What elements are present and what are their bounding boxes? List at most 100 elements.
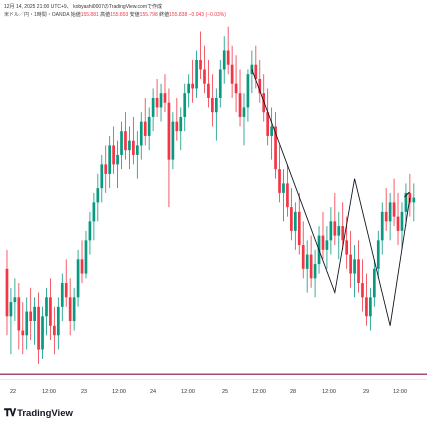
candle [100, 154, 104, 203]
candle [183, 83, 187, 132]
candle-body [92, 202, 96, 222]
candle-body [25, 311, 29, 336]
candle-body [203, 69, 206, 84]
ohlc-open-value: 155.881 [80, 12, 99, 18]
candle [266, 88, 270, 146]
candle [218, 59, 222, 108]
candle-body [128, 140, 131, 151]
candle [108, 135, 112, 189]
tradingview-logo-mark-icon: 𝐓𝐕 [4, 407, 16, 419]
candle [388, 192, 392, 241]
candle-body [218, 69, 222, 98]
candle [120, 121, 123, 170]
candle-body [64, 283, 68, 298]
candle-body [404, 192, 408, 212]
candle-body [33, 306, 36, 322]
candle [214, 88, 218, 141]
ohlc-high-label: 高値 [100, 12, 111, 18]
candle-body [163, 93, 167, 103]
candle-body [353, 259, 356, 274]
candle [274, 112, 277, 179]
candle-body [372, 268, 376, 298]
candle-body [159, 93, 163, 108]
candle-body [68, 297, 72, 322]
candle-body [45, 297, 48, 317]
candle [396, 192, 400, 246]
candle-body [286, 183, 289, 208]
candle [45, 287, 48, 336]
candle [112, 126, 115, 174]
candle [175, 97, 179, 141]
candle-body [254, 64, 258, 79]
candle-body [282, 183, 285, 193]
candle-body [214, 97, 218, 113]
candle [349, 230, 352, 288]
candle [155, 78, 159, 117]
price-change: −0.043 (−0.03%) [188, 12, 226, 18]
candle [159, 83, 163, 122]
candle-body [270, 126, 273, 136]
zigzag-line [251, 69, 411, 326]
candle [361, 259, 364, 312]
candle-body [384, 211, 388, 222]
candle [333, 192, 337, 246]
candle-body [305, 254, 309, 269]
candle-body [230, 64, 234, 84]
candle [88, 211, 92, 255]
x-tick-label: 12:00 [393, 389, 407, 395]
candle [80, 240, 84, 284]
candle [53, 306, 56, 355]
candle-body [207, 83, 210, 98]
candle-body [238, 93, 242, 117]
candle [357, 240, 360, 293]
candle [400, 202, 404, 250]
candle [5, 249, 9, 336]
candle [301, 221, 305, 279]
candle-body [21, 330, 25, 336]
candle-body [278, 169, 281, 193]
candle-body [361, 283, 364, 298]
candle-body [234, 83, 238, 94]
candle [104, 145, 108, 193]
x-tick-label: 12:00 [252, 389, 266, 395]
candle [167, 88, 171, 208]
candle-body [187, 83, 191, 94]
candle [321, 211, 325, 260]
candle-body [72, 297, 76, 322]
candle [163, 74, 167, 113]
candle-body [100, 164, 104, 189]
candle [124, 112, 127, 160]
candle [37, 292, 40, 364]
candle-body [380, 211, 384, 241]
candle [392, 178, 396, 227]
candle-body [191, 83, 194, 89]
candle [293, 202, 297, 250]
candle-body [76, 259, 80, 298]
candle [341, 202, 345, 250]
candle-body [290, 207, 293, 231]
candle-body [313, 264, 317, 279]
candle-body [104, 164, 108, 174]
candle [376, 230, 380, 279]
candle-body [37, 306, 40, 350]
candle [365, 273, 368, 326]
candle [17, 283, 21, 350]
candle [29, 287, 33, 341]
candle [372, 259, 376, 307]
x-tick-label: 22 [10, 389, 16, 395]
candle-body [396, 216, 400, 231]
candle [191, 59, 194, 103]
candle-body [242, 107, 246, 117]
candle [234, 55, 238, 113]
candle [380, 202, 384, 255]
candle-body [143, 121, 147, 136]
x-tick-label: 12:00 [42, 389, 56, 395]
candle [242, 93, 246, 146]
candle [408, 173, 412, 217]
candle-body [337, 226, 341, 236]
candle-body [274, 126, 277, 170]
candle-body [41, 316, 44, 350]
candle [56, 297, 60, 350]
candle [33, 297, 36, 345]
chart-header-line2: 米ドル／円・1時間・OANDA 始値155.881 高値155.893 安値15… [4, 11, 423, 19]
